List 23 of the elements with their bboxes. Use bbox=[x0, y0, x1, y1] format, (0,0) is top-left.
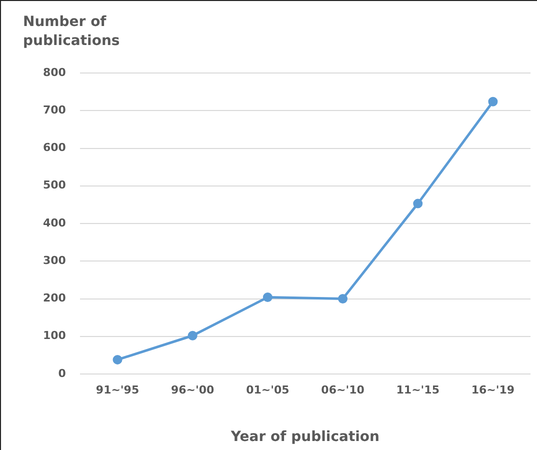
x-tick-label: 01~'05 bbox=[246, 383, 290, 396]
y-axis-title: Number of publications bbox=[23, 13, 121, 51]
y-tick-label: 500 bbox=[42, 178, 66, 192]
y-tick-label: 200 bbox=[42, 292, 66, 305]
point bbox=[488, 96, 498, 106]
y-tick-label: 800 bbox=[42, 66, 66, 79]
point bbox=[413, 198, 423, 208]
x-tick-label: 16~'19 bbox=[471, 383, 515, 396]
point bbox=[338, 294, 348, 304]
y-tick-label: 0 bbox=[58, 366, 66, 380]
y-tick-label: 300 bbox=[42, 254, 66, 267]
x-tick-label: 06~'10 bbox=[321, 383, 365, 396]
point bbox=[188, 330, 198, 340]
y-tick-label: 700 bbox=[42, 103, 66, 116]
y-tick-label: 400 bbox=[42, 216, 66, 230]
x-tick-label: 91~'95 bbox=[96, 383, 140, 396]
point bbox=[112, 354, 122, 364]
y-tick-label: 600 bbox=[42, 141, 66, 154]
x-tick-label: 96~'00 bbox=[170, 383, 215, 396]
x-tick-label: 11~'15 bbox=[396, 383, 440, 396]
x-axis-title: Year of publication bbox=[230, 429, 380, 446]
point bbox=[262, 292, 272, 302]
y-tick-label: 100 bbox=[42, 329, 66, 342]
